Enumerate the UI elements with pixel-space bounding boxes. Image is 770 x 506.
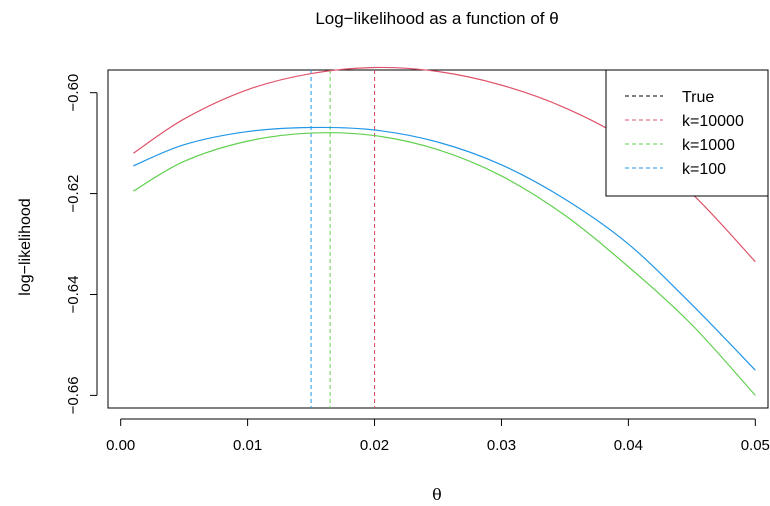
legend-label: k=1000: [682, 137, 735, 154]
y-tick-label: −0.60: [65, 74, 82, 112]
y-tick-label: −0.66: [65, 376, 82, 414]
chart-title: Log−likelihood as a function of θ: [315, 9, 558, 28]
x-tick-label: 0.00: [106, 437, 135, 454]
legend-box: [605, 69, 769, 197]
plot-area: 0.00 0.01 0.02 0.03 0.04 0.05 −0.60 −0.62 −0.64 −…: [65, 66, 770, 454]
legend-label: k=100: [682, 161, 726, 178]
legend-label: k=10000: [682, 113, 744, 130]
x-tick-label: 0.02: [360, 437, 389, 454]
x-axis-label: θ: [432, 485, 442, 504]
x-tick-label: 0.04: [614, 437, 643, 454]
series-line-k-100: [133, 126, 756, 371]
series-line-k-1000: [133, 132, 756, 396]
legend-label: True: [682, 89, 714, 106]
plot-frame: [107, 69, 769, 409]
y-tick-label: −0.64: [65, 276, 82, 314]
y-axis-label: log−likelihood: [17, 198, 34, 295]
x-tick-label: 0.03: [487, 437, 516, 454]
y-tick-label: −0.62: [65, 175, 82, 213]
x-tick-label: 0.01: [233, 437, 262, 454]
x-tick-label: 0.05: [741, 437, 770, 454]
